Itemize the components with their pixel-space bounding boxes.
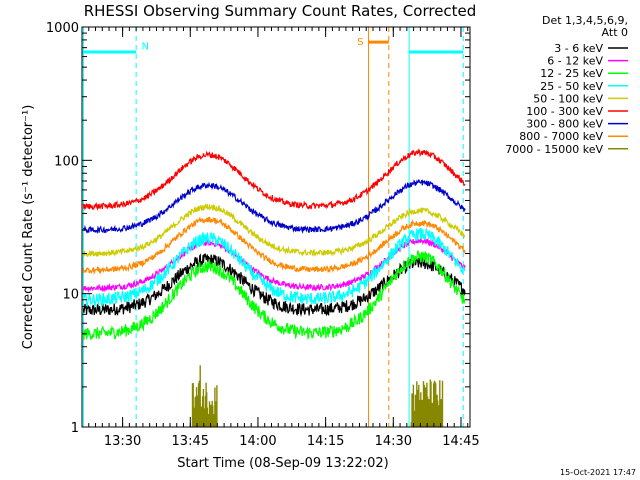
x-tick-label-5: 14:45 [442,434,479,449]
legend-row-8: 7000 - 15000 keV [505,143,628,156]
series-line-1 [82,237,466,293]
saa-label: S [357,37,363,48]
legend-row-7: 800 - 7000 keV [519,130,628,143]
series-line-5 [82,148,466,211]
x-tick-label-0: 13:30 [104,434,141,449]
legend-title-line-2: Att 0 [602,26,628,39]
y-axis-label: Corrected Count Rate (s⁻¹ detector⁻¹) [21,105,36,350]
night-label: N [142,41,149,52]
axis-ticks: 1 10 100 1000 13:30 13:45 14:00 14:15 14:30 14:45 [46,21,480,449]
series-layer [82,148,466,340]
series-line-4 [82,204,466,258]
legend-label-3: 25 - 50 keV [540,80,603,93]
legend-row-3: 25 - 50 keV [540,80,628,93]
x-axis-label: Start Time (08-Sep-09 13:22:02) [177,456,388,471]
series-line-3 [82,227,466,308]
legend-label-6: 300 - 800 keV [526,118,603,131]
y-tick-label-2: 100 [54,154,79,169]
legend-title-line-1: Det 1,3,4,5,6,9, [542,14,628,27]
y-tick-label-3: 1000 [46,21,79,36]
x-tick-label-4: 14:30 [375,434,412,449]
plot-frame [81,26,471,428]
burst-2 [410,379,444,427]
legend-label-4: 50 - 100 keV [533,92,603,105]
chart-title: RHESSI Observing Summary Count Rates, Co… [84,2,477,20]
legend-row-1: 6 - 12 keV [547,55,628,68]
y-tick-label-0: 1 [71,421,79,436]
series-line-7 [82,216,466,276]
legend-label-8: 7000 - 15000 keV [505,143,603,156]
series-line-2 [82,250,466,340]
x-tick-label-2: 14:00 [239,434,276,449]
legend-label-1: 6 - 12 keV [547,55,603,68]
legend-label-5: 100 - 300 keV [526,105,603,118]
x-tick-label-1: 13:45 [172,434,209,449]
x-tick-label-3: 14:15 [307,434,344,449]
legend-row-0: 3 - 6 keV [554,42,628,55]
legend-label-7: 800 - 7000 keV [519,130,603,143]
series-line-6 [83,178,466,235]
legend-label-0: 3 - 6 keV [554,42,603,55]
legend-row-4: 50 - 100 keV [533,92,628,105]
legend-row-5: 100 - 300 keV [526,105,628,118]
legend-row-6: 300 - 800 keV [526,118,628,131]
legend-label-2: 12 - 25 keV [540,67,603,80]
footer-date: 15-Oct-2021 17:47 [560,468,636,477]
legend-row-2: 12 - 25 keV [540,67,628,80]
y-tick-label-1: 10 [62,288,79,303]
